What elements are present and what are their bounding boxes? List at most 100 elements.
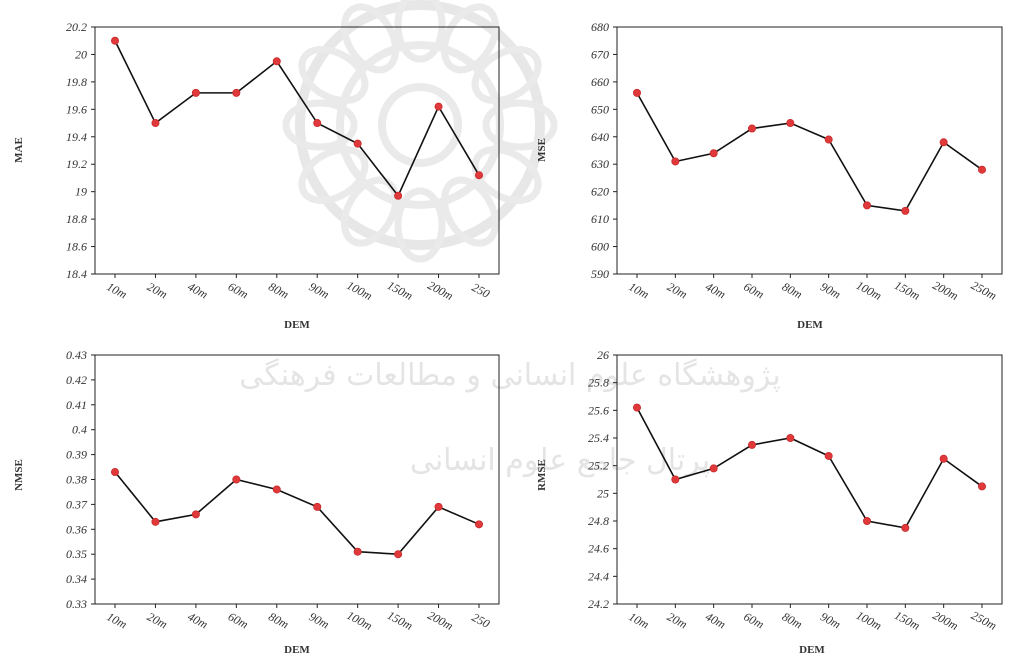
x-tick-label: 200m — [425, 608, 455, 633]
x-tick-label: 150m — [385, 278, 415, 303]
y-tick-label: 0.41 — [66, 398, 87, 412]
data-point-80m — [272, 485, 281, 494]
data-point-100m — [353, 547, 362, 556]
y-tick-label: 18.6 — [66, 240, 87, 254]
chart-mae: 20.2 20 19.8 19.6 19.4 19.2 19 18.8 18.6 18.4 10m 2… — [13, 20, 500, 331]
data-point-60m — [748, 440, 757, 449]
x-tick-label: 250 — [470, 280, 492, 301]
y-tick-label: 24.4 — [588, 569, 609, 583]
x-tick-label: 250m — [969, 608, 999, 633]
x-tick-label: 10m — [104, 609, 129, 631]
x-tick-label: 250 — [470, 610, 492, 631]
arabesque-star-logo-icon — [282, 0, 558, 263]
data-point-250m — [978, 165, 987, 174]
x-tick-label: 40m — [185, 279, 210, 301]
data-point-20m — [671, 475, 680, 484]
x-tick-label: 150m — [892, 278, 922, 303]
x-axis-title: DEM — [797, 319, 823, 331]
y-tick-label: 19.6 — [66, 102, 87, 116]
x-tick-label: 100m — [344, 608, 374, 633]
data-point-20m — [151, 119, 160, 128]
series-line — [636, 92, 983, 212]
data-point-90m — [313, 119, 322, 128]
y-tick-label: 25.4 — [588, 431, 609, 445]
x-tick-label: 90m — [307, 609, 332, 631]
y-tick-label: 620 — [591, 185, 609, 199]
data-point-40m — [709, 464, 718, 473]
x-tick-label: 60m — [226, 279, 251, 301]
y-tick-label: 640 — [591, 130, 609, 144]
data-point-40m — [709, 149, 718, 158]
x-tick-label: 20m — [665, 609, 690, 631]
x-axis-title: DEM — [284, 319, 310, 331]
y-tick-label: 19 — [75, 185, 87, 199]
data-point-10m — [633, 403, 642, 412]
x-tick-label: 100m — [854, 278, 884, 303]
y-axis-title: NMSE — [13, 459, 25, 491]
y-tick-label: 650 — [591, 102, 609, 116]
data-point-150m — [901, 523, 910, 532]
x-tick-label: 90m — [307, 279, 332, 301]
y-tick-label: 20 — [75, 47, 87, 61]
data-point-20m — [151, 517, 160, 526]
x-tick-label: 100m — [854, 608, 884, 633]
data-point-90m — [824, 135, 833, 144]
y-tick-label: 25.6 — [588, 403, 609, 417]
x-tick-label: 150m — [385, 608, 415, 633]
y-tick-label: 0.39 — [66, 448, 87, 462]
y-axis-title: MSE — [536, 138, 548, 162]
y-tick-label: 18.8 — [66, 212, 87, 226]
y-tick-label: 0.38 — [66, 473, 87, 487]
y-tick-label: 0.35 — [66, 547, 87, 561]
data-point-150m — [394, 550, 403, 559]
x-tick-label: 100m — [344, 278, 374, 303]
chart-mse: 680 670 660 650 640 630 620 610 600 590 10m 20m 40m 6… — [536, 20, 1003, 331]
y-tick-label: 610 — [591, 212, 609, 226]
data-point-90m — [313, 502, 322, 511]
y-tick-label: 25 — [597, 486, 609, 500]
data-point-200m — [434, 502, 443, 511]
data-point-200m — [434, 102, 443, 111]
data-point-100m — [863, 201, 872, 210]
data-point-10m — [111, 36, 120, 45]
y-tick-label: 0.37 — [66, 497, 88, 511]
y-tick-label: 24.2 — [588, 597, 609, 611]
data-point-200m — [939, 454, 948, 463]
y-tick-label: 25.2 — [588, 459, 609, 473]
y-tick-label: 660 — [591, 75, 609, 89]
y-tick-label: 24.6 — [588, 542, 609, 556]
y-tick-label: 0.43 — [66, 348, 87, 362]
series-line — [114, 40, 480, 198]
data-point-250m — [474, 520, 483, 529]
x-tick-label: 90m — [818, 279, 843, 301]
y-tick-label: 19.8 — [66, 75, 87, 89]
y-tick-label: 0.33 — [66, 597, 87, 611]
y-tick-label: 590 — [591, 267, 609, 281]
chart-rmse: 26 25.8 25.6 25.4 25.2 25 24.8 24.6 24.4 24.2 10m 2… — [536, 348, 1003, 656]
series-line — [636, 407, 983, 529]
plot-frame — [616, 354, 1003, 605]
y-tick-label: 0.36 — [66, 522, 87, 536]
data-point-10m — [111, 468, 120, 477]
x-tick-label: 10m — [104, 279, 129, 301]
watermark-line-1: پژوهشگاه علوم انسانی و مطالعات فرهنگی — [239, 358, 781, 393]
x-tick-label: 80m — [780, 279, 805, 301]
y-tick-label: 0.42 — [66, 373, 87, 387]
x-tick-label: 80m — [266, 279, 291, 301]
y-tick-label: 26 — [597, 348, 609, 362]
x-tick-label: 40m — [185, 609, 210, 631]
data-point-80m — [786, 433, 795, 442]
x-axis-title: DEM — [284, 644, 310, 656]
y-tick-label: 680 — [591, 20, 609, 34]
y-tick-label: 630 — [591, 157, 609, 171]
plot-frame — [94, 26, 500, 275]
data-point-200m — [939, 138, 948, 147]
y-axis-title: MAE — [13, 137, 25, 163]
x-tick-label: 40m — [703, 279, 728, 301]
x-tick-label: 60m — [741, 609, 766, 631]
x-tick-label: 250m — [969, 278, 999, 303]
x-tick-label: 20m — [145, 609, 170, 631]
y-tick-label: 19.2 — [66, 157, 87, 171]
